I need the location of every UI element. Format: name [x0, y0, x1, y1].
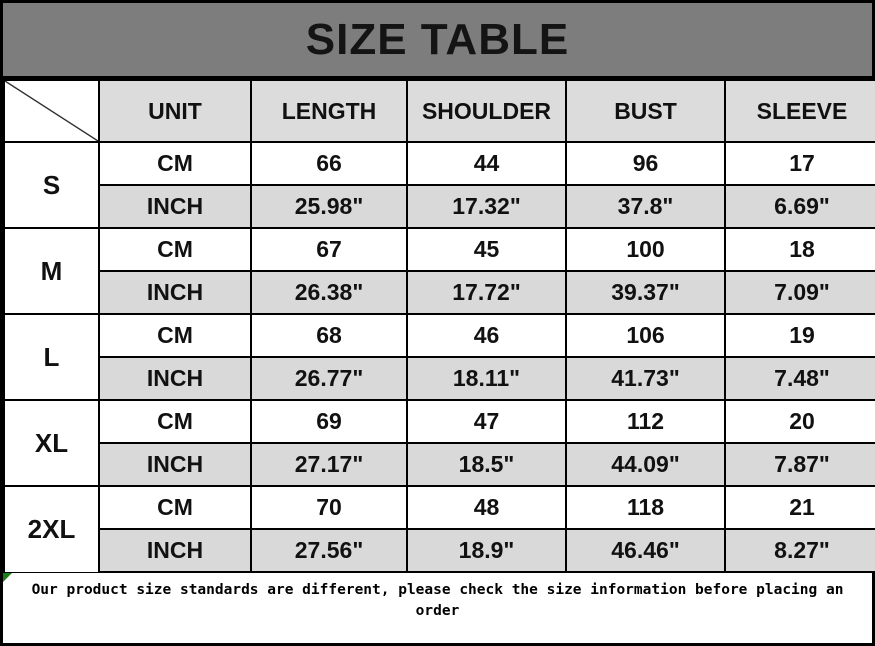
- value-cell: 69: [250, 399, 408, 444]
- value-cell: 17: [724, 141, 875, 186]
- value-cell: 18.9": [406, 528, 567, 573]
- value-cell: 46.46": [565, 528, 726, 573]
- value-cell: 100: [565, 227, 726, 272]
- footer-note: Our product size standards are different…: [3, 573, 872, 643]
- size-row-2xl-cm: 2XL CM 70 48 118 21: [3, 485, 875, 573]
- cell-corner-marker-icon: [3, 573, 12, 582]
- column-header-bust: BUST: [565, 79, 726, 143]
- value-cell: 7.87": [724, 442, 875, 487]
- column-header-unit: UNIT: [98, 79, 252, 143]
- size-row-s-cm: S CM 66 44 96 17: [3, 141, 875, 229]
- value-cell: 112: [565, 399, 726, 444]
- column-header-sleeve: SLEEVE: [724, 79, 875, 143]
- value-cell: 46: [406, 313, 567, 358]
- size-row-s-inch: INCH 25.98" 17.32" 37.8" 6.69": [4, 184, 875, 229]
- value-cell: 37.8": [565, 184, 726, 229]
- value-cell: 7.09": [724, 270, 875, 315]
- value-cell: 27.56": [250, 528, 408, 573]
- value-cell: 48: [406, 485, 567, 530]
- value-cell: 18: [724, 227, 875, 272]
- value-cell: 7.48": [724, 356, 875, 401]
- value-cell: 96: [565, 141, 726, 186]
- size-row-xl-inch: INCH 27.17" 18.5" 44.09" 7.87": [4, 442, 875, 487]
- value-cell: 67: [250, 227, 408, 272]
- size-label-s: S: [3, 141, 100, 229]
- value-cell: 26.77": [250, 356, 408, 401]
- unit-label-l-inch: INCH: [98, 356, 252, 401]
- value-cell: 44: [406, 141, 567, 186]
- page-title: SIZE TABLE: [305, 14, 570, 64]
- size-row-m-cm: M CM 67 45 100 18: [3, 227, 875, 315]
- column-header-shoulder: SHOULDER: [406, 79, 567, 143]
- value-cell: 66: [250, 141, 408, 186]
- size-table: UNIT LENGTH SHOULDER BUST SLEEVE S CM 66 44 96 17…: [3, 79, 875, 573]
- size-row-m-inch: INCH 26.38" 17.72" 39.37" 7.09": [4, 270, 875, 315]
- value-cell: 20: [724, 399, 875, 444]
- size-row-l-inch: INCH 26.77" 18.11" 41.73" 7.48": [4, 356, 875, 401]
- value-cell: 17.32": [406, 184, 567, 229]
- value-cell: 21: [724, 485, 875, 530]
- value-cell: 6.69": [724, 184, 875, 229]
- value-cell: 17.72": [406, 270, 567, 315]
- value-cell: 41.73": [565, 356, 726, 401]
- value-cell: 70: [250, 485, 408, 530]
- value-cell: 39.37": [565, 270, 726, 315]
- unit-label-s-inch: INCH: [98, 184, 252, 229]
- size-row-2xl-inch: INCH 27.56" 18.9" 46.46" 8.27": [4, 528, 875, 573]
- size-label-2xl: 2XL: [3, 485, 100, 573]
- value-cell: 27.17": [250, 442, 408, 487]
- unit-label-m-cm: CM: [98, 227, 252, 272]
- size-label-l: L: [3, 313, 100, 401]
- size-label-xl: XL: [3, 399, 100, 487]
- size-row-l-cm: L CM 68 46 106 19: [3, 313, 875, 401]
- value-cell: 118: [565, 485, 726, 530]
- unit-label-xl-inch: INCH: [98, 442, 252, 487]
- unit-label-m-inch: INCH: [98, 270, 252, 315]
- value-cell: 26.38": [250, 270, 408, 315]
- value-cell: 18.11": [406, 356, 567, 401]
- unit-label-2xl-cm: CM: [98, 485, 252, 530]
- value-cell: 106: [565, 313, 726, 358]
- value-cell: 45: [406, 227, 567, 272]
- title-bar: SIZE TABLE: [3, 3, 872, 79]
- unit-label-l-cm: CM: [98, 313, 252, 358]
- value-cell: 68: [250, 313, 408, 358]
- value-cell: 47: [406, 399, 567, 444]
- value-cell: 18.5": [406, 442, 567, 487]
- header-row: UNIT LENGTH SHOULDER BUST SLEEVE: [3, 79, 875, 143]
- unit-label-xl-cm: CM: [98, 399, 252, 444]
- column-header-length: LENGTH: [250, 79, 408, 143]
- value-cell: 8.27": [724, 528, 875, 573]
- unit-label-s-cm: CM: [98, 141, 252, 186]
- size-row-xl-cm: XL CM 69 47 112 20: [3, 399, 875, 487]
- value-cell: 25.98": [250, 184, 408, 229]
- value-cell: 19: [724, 313, 875, 358]
- size-label-m: M: [3, 227, 100, 315]
- unit-label-2xl-inch: INCH: [98, 528, 252, 573]
- diagonal-line-icon: [5, 81, 98, 141]
- footer-text: Our product size standards are different…: [31, 582, 844, 620]
- diagonal-corner-cell: [3, 79, 100, 143]
- value-cell: 44.09": [565, 442, 726, 487]
